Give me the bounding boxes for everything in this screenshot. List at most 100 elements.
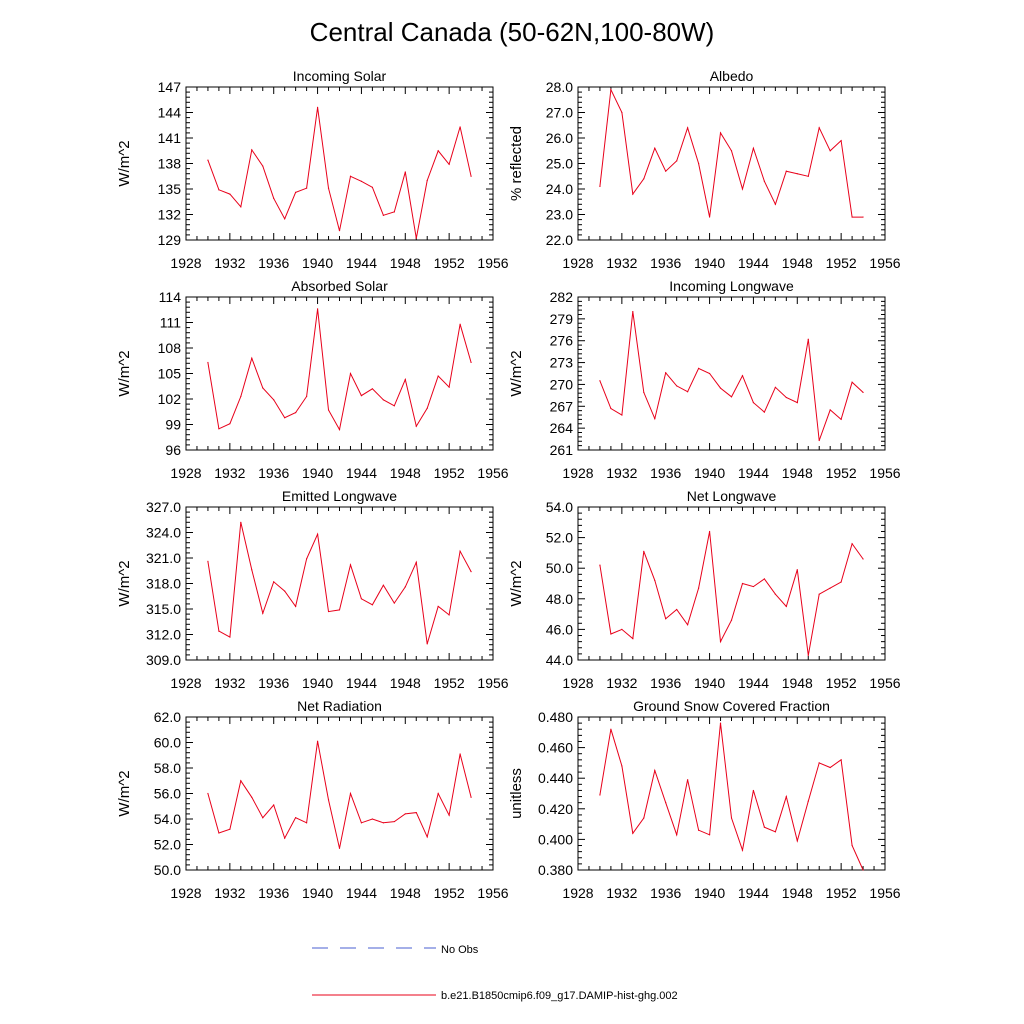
data-point: [654, 418, 656, 420]
data-point: [382, 399, 384, 401]
y-axis-label: W/m^2: [508, 560, 525, 606]
data-point: [654, 769, 656, 772]
series-line: [207, 107, 472, 239]
x-tick-label: 1940: [694, 255, 725, 271]
y-tick-label: 273: [550, 355, 574, 371]
data-point: [360, 180, 363, 182]
x-tick-label: 1936: [258, 675, 289, 691]
series-line: [599, 723, 864, 871]
data-point: [218, 428, 220, 430]
data-point: [295, 412, 297, 414]
data-point: [862, 869, 864, 871]
data-point: [218, 630, 220, 632]
x-tick-label: 1948: [390, 675, 421, 691]
y-tick-label: 282: [550, 289, 574, 305]
data-point: [851, 543, 853, 545]
data-point: [763, 826, 765, 828]
x-tick-label: 1940: [302, 465, 333, 481]
data-point: [599, 564, 601, 566]
x-tick-label: 1932: [606, 255, 637, 271]
data-point: [284, 417, 286, 419]
data-point: [360, 598, 363, 600]
data-point: [349, 372, 352, 375]
data-point: [415, 425, 417, 427]
data-point: [665, 618, 667, 620]
x-tick-label: 1956: [869, 255, 900, 271]
data-point: [316, 106, 319, 108]
data-point: [818, 439, 820, 442]
x-tick-label: 1940: [694, 675, 725, 691]
data-point: [349, 564, 352, 566]
data-point: [251, 357, 253, 359]
data-point: [665, 802, 667, 804]
panel-incoming-longwave: Incoming Longwave W/m^2 261 264 267 270 273 276…: [508, 278, 901, 481]
data-point: [404, 586, 406, 588]
x-tick-label: 1944: [346, 255, 377, 271]
panel-title: Albedo: [710, 68, 754, 84]
data-point: [240, 395, 242, 398]
x-tick-label: 1948: [782, 255, 813, 271]
data-point: [730, 396, 733, 398]
x-tick-label: 1928: [170, 465, 201, 481]
y-tick-label: 56.0: [154, 786, 181, 802]
x-tick-label: 1936: [650, 465, 681, 481]
data-point: [273, 399, 275, 401]
data-point: [360, 395, 363, 397]
data-point: [470, 361, 472, 364]
panel-title: Absorbed Solar: [291, 278, 388, 294]
series-line: [207, 308, 472, 432]
x-tick-label: 1956: [477, 675, 508, 691]
y-tick-label: 321.0: [146, 550, 181, 566]
x-tick-label: 1944: [738, 885, 769, 901]
data-point: [698, 587, 700, 589]
data-point: [687, 624, 689, 626]
panel-absorbed-solar: Absorbed Solar W/m^2 96 99 102 105 108 111 114 19…: [116, 278, 509, 481]
data-point: [862, 216, 864, 218]
x-tick-label: 1936: [258, 885, 289, 901]
data-point: [774, 593, 776, 595]
x-tick-label: 1952: [434, 885, 465, 901]
data-point: [676, 160, 678, 162]
y-tick-label: 23.0: [546, 207, 573, 223]
x-tick-label: 1952: [434, 675, 465, 691]
panel-title: Net Radiation: [297, 698, 382, 714]
y-tick-label: 267: [550, 398, 574, 414]
data-point: [448, 163, 450, 165]
plot-frame: [577, 296, 886, 451]
data-point: [327, 610, 330, 613]
data-point: [665, 170, 667, 172]
data-point: [262, 612, 264, 614]
x-tick-label: 1940: [694, 465, 725, 481]
panel-title: Ground Snow Covered Fraction: [633, 698, 830, 714]
panel-title: Incoming Longwave: [669, 278, 794, 294]
y-axis-label: W/m^2: [116, 770, 133, 816]
y-tick-label: 132: [158, 207, 182, 223]
data-point: [404, 813, 406, 815]
data-point: [437, 150, 439, 152]
plot-frame: [185, 506, 494, 661]
y-tick-label: 129: [158, 232, 182, 248]
data-point: [382, 584, 384, 586]
x-tick-label: 1936: [258, 465, 289, 481]
data-point: [382, 214, 384, 216]
x-tick-label: 1948: [782, 465, 813, 481]
data-point: [676, 834, 678, 836]
data-point: [807, 338, 809, 340]
y-tick-label: 111: [160, 315, 181, 331]
data-point: [437, 375, 439, 377]
y-tick-label: 0.380: [538, 862, 573, 878]
y-tick-label: 52.0: [546, 530, 573, 546]
y-tick-label: 114: [159, 289, 182, 305]
data-point: [382, 822, 384, 824]
x-tick-label: 1940: [694, 885, 725, 901]
data-point: [818, 127, 820, 129]
data-point: [796, 402, 798, 404]
data-point: [229, 636, 231, 638]
y-tick-label: 24.0: [546, 181, 573, 197]
data-point: [599, 794, 601, 796]
data-point: [741, 375, 744, 377]
legend: No Obs b.e21.B1850cmip6.f09_g17.DAMIP-hi…: [312, 944, 678, 1002]
y-axis-label: % reflected: [508, 126, 525, 201]
data-point: [862, 558, 864, 560]
